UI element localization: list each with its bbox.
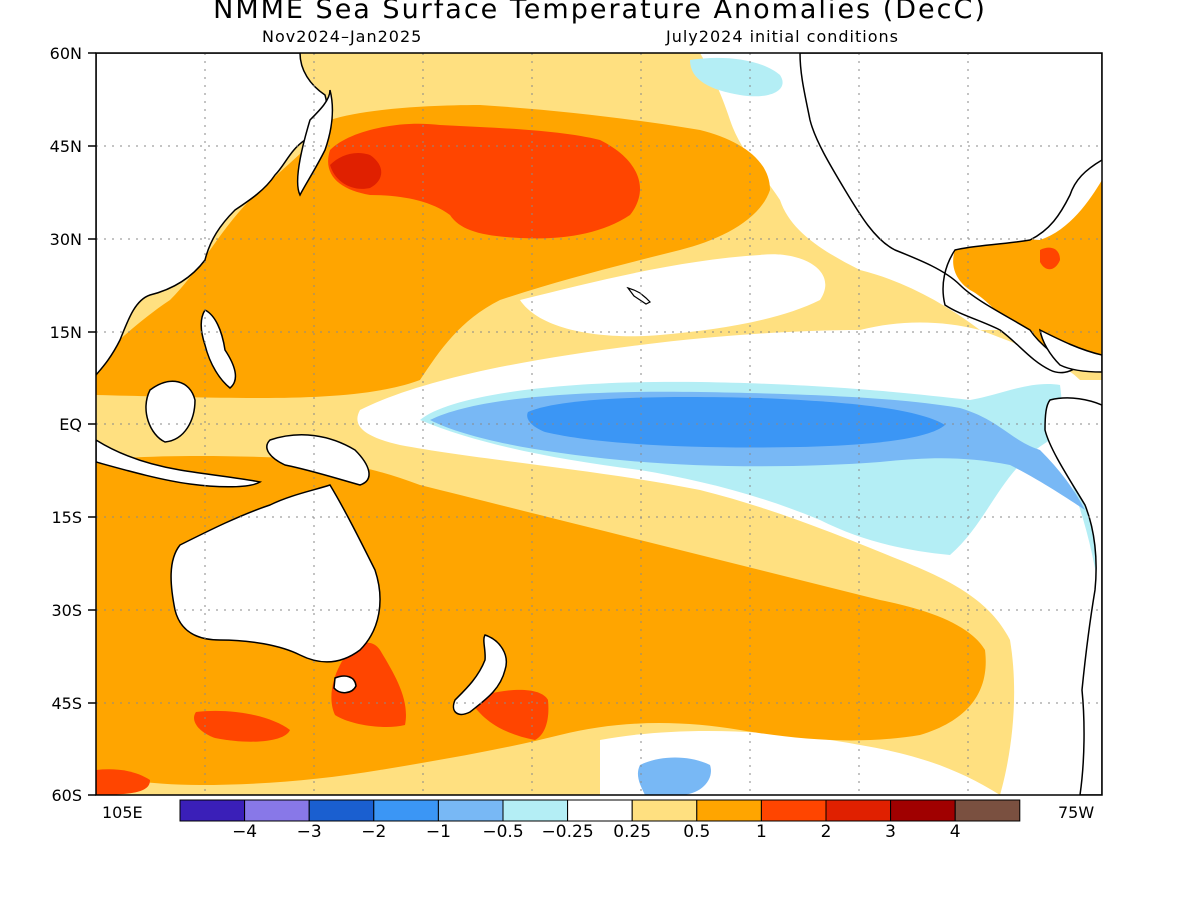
- colorbar-tick-label: −1: [425, 822, 451, 842]
- land-new-guinea: [266, 434, 370, 486]
- colorbar-tick-label: −4: [232, 822, 258, 842]
- anomaly-region-hot-southwest: [96, 769, 150, 795]
- land-central-america: [1039, 328, 1102, 373]
- anomaly-region-cool-south: [637, 757, 711, 795]
- lon-label-east: 75W: [1058, 803, 1095, 822]
- colorbar-tick-label: 3: [885, 822, 897, 842]
- colorbar-swatch: [825, 799, 892, 822]
- colorbar-swatch: [760, 799, 827, 822]
- land-japan: [296, 89, 334, 197]
- land-new-zealand: [452, 634, 507, 716]
- map-body: [96, 53, 1102, 795]
- land-borneo: [145, 380, 196, 443]
- colorbar-swatch: [954, 799, 1021, 822]
- land-sumatra-java: [96, 439, 263, 488]
- land-australia: [170, 484, 381, 663]
- land-philippines: [200, 309, 237, 389]
- map-title: NMME Sea Surface Temperature Anomalies (…: [213, 0, 987, 25]
- colorbar-swatch: [373, 799, 439, 822]
- lat-label: 15N: [49, 323, 82, 342]
- colorbar-tick-label: −3: [296, 822, 322, 842]
- colorbar-tick-label: 2: [820, 822, 832, 842]
- land-tasmania: [333, 675, 357, 694]
- anomaly-region-hot-tasman: [331, 642, 406, 727]
- lat-label: 60N: [49, 44, 82, 63]
- colorbar-swatch: [890, 799, 956, 822]
- anomaly-region-hot-caribbean: [1040, 247, 1060, 270]
- colorbar-swatch: [631, 799, 698, 822]
- colorbar-tick-label: −0.5: [482, 822, 524, 842]
- anomaly-region-warm-gulf: [953, 180, 1102, 360]
- colorbar-swatches: [179, 799, 1021, 822]
- colorbar-swatch: [244, 799, 310, 822]
- land-north-america: [799, 53, 1102, 374]
- colorbar-tick-label: 0.5: [683, 822, 711, 842]
- lat-label: 60S: [51, 786, 82, 805]
- colorbar-tick-label: −2: [361, 822, 387, 842]
- anomaly-region-hot-southern: [194, 710, 290, 742]
- colorbar-tick-label: −0.25: [541, 822, 594, 842]
- colorbar-swatch: [308, 799, 375, 822]
- lat-label: 45S: [51, 694, 82, 713]
- lat-label: EQ: [59, 415, 82, 434]
- lon-label-west: 105E: [102, 803, 143, 822]
- colorbar-swatch: [437, 799, 504, 822]
- colorbar-tick-label: 0.25: [613, 822, 652, 842]
- colorbar-tick-label: 4: [949, 822, 961, 842]
- anomaly-region-neutral-north: [520, 254, 826, 337]
- anomaly-region-cool-north: [690, 57, 783, 97]
- initial-conditions: July2024 initial conditions: [666, 27, 899, 46]
- lat-label: 30S: [51, 601, 82, 620]
- land-hawaii: [626, 286, 652, 305]
- lat-label: 15S: [51, 508, 82, 527]
- colorbar-swatch: [179, 799, 246, 822]
- anomaly-region-cool-strong: [527, 396, 945, 448]
- lat-label: 30N: [49, 230, 82, 249]
- anomaly-region-hottest-north-pacific: [330, 153, 382, 189]
- tick-marks: [88, 52, 96, 796]
- anomaly-region-hot-north-pacific: [328, 123, 640, 239]
- colorbar-swatch: [502, 799, 569, 822]
- colorbar-swatch: [696, 799, 762, 822]
- land-south-america: [1044, 397, 1102, 795]
- anomaly-region-hot-nz-east: [470, 689, 549, 740]
- forecast-period: Nov2024–Jan2025: [262, 27, 423, 46]
- colorbar-tick-label: 1: [755, 822, 767, 842]
- lat-label: 45N: [49, 137, 82, 156]
- colorbar-swatch: [567, 799, 633, 822]
